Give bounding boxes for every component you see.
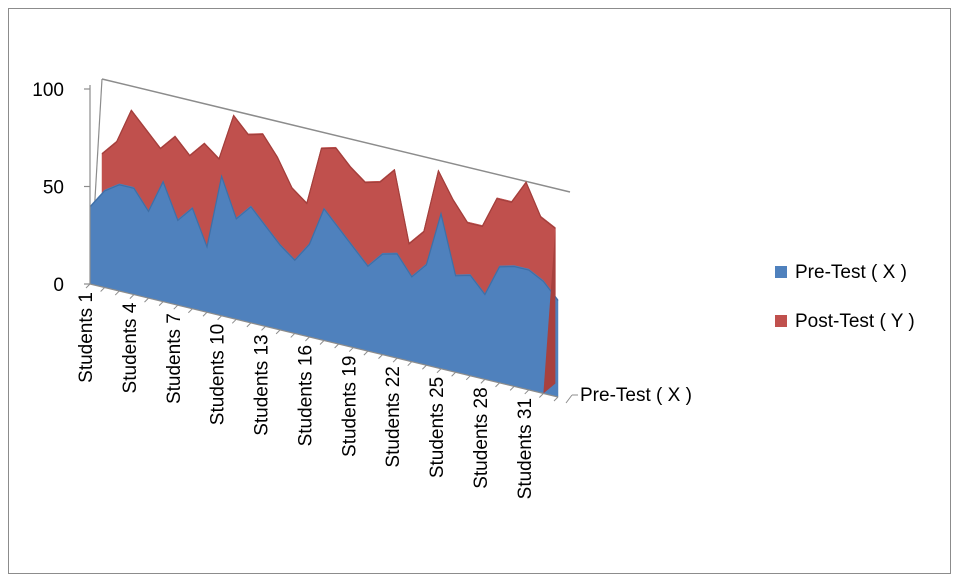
x-tick-mark: [451, 371, 456, 377]
x-tick-mark: [202, 311, 208, 317]
x-tick-mark: [422, 364, 427, 370]
x-tick-mark: [436, 368, 442, 374]
post-test-end-cap: [543, 227, 556, 394]
legend-label-post-test: Post-Test ( Y ): [795, 311, 915, 332]
x-tick-label: Students 10: [208, 324, 229, 425]
x-tick-mark: [275, 329, 281, 335]
x-tick-mark: [231, 318, 237, 324]
y-tick-label: 50: [43, 178, 64, 199]
x-tick-mark: [158, 301, 164, 307]
x-tick-mark: [407, 361, 413, 367]
x-tick-mark: [290, 333, 296, 338]
x-tick-mark: [348, 347, 354, 352]
x-tick-mark: [100, 287, 105, 292]
x-tick-mark: [114, 290, 120, 296]
x-tick-mark: [319, 340, 325, 345]
x-tick-label: Students 13: [252, 334, 273, 435]
legend-label-pre-test: Pre-Test ( X ): [795, 262, 907, 283]
x-tick-mark: [261, 326, 266, 331]
depth-axis-tick: [565, 394, 578, 404]
x-tick-label: Students 31: [515, 398, 536, 499]
x-tick-mark: [129, 294, 135, 299]
x-tick-mark: [539, 393, 544, 398]
x-tick-label: Students 16: [295, 345, 316, 446]
x-tick-mark: [495, 382, 500, 388]
depth-axis-label: Pre-Test ( X ): [580, 385, 692, 406]
series-post-test-area-edge: [101, 109, 556, 246]
x-tick-label: Students 25: [427, 377, 448, 478]
x-tick-mark: [524, 389, 530, 395]
x-tick-label: Students 28: [471, 387, 492, 488]
x-tick-mark: [378, 354, 383, 359]
x-tick-mark: [305, 336, 310, 342]
legend-swatch-pre-test: [775, 266, 787, 278]
x-tick-mark: [246, 322, 252, 328]
x-tick-label: Students 7: [164, 313, 185, 404]
legend-swatch-post-test: [775, 315, 787, 327]
x-tick-mark: [334, 343, 339, 349]
x-tick-label: Students 4: [120, 302, 141, 393]
y-tick-label: 0: [53, 275, 64, 296]
x-tick-label: Students 19: [339, 356, 360, 457]
x-tick-mark: [553, 396, 559, 402]
x-tick-mark: [144, 297, 149, 303]
x-tick-label: Students 1: [76, 292, 97, 383]
x-tick-mark: [480, 378, 486, 384]
x-tick-mark: [509, 386, 515, 391]
x-tick-mark: [392, 357, 398, 363]
series-pre-test-area-edge: [89, 174, 559, 301]
x-tick-mark: [188, 308, 193, 314]
back-wall-top-edge: [101, 78, 571, 193]
x-tick-mark: [363, 350, 369, 356]
x-tick-mark: [173, 304, 179, 310]
y-tick-label: 100: [32, 80, 64, 101]
x-tick-mark: [465, 375, 471, 381]
x-tick-mark: [85, 283, 91, 289]
x-tick-label: Students 22: [383, 366, 404, 467]
x-tick-mark: [217, 315, 222, 321]
